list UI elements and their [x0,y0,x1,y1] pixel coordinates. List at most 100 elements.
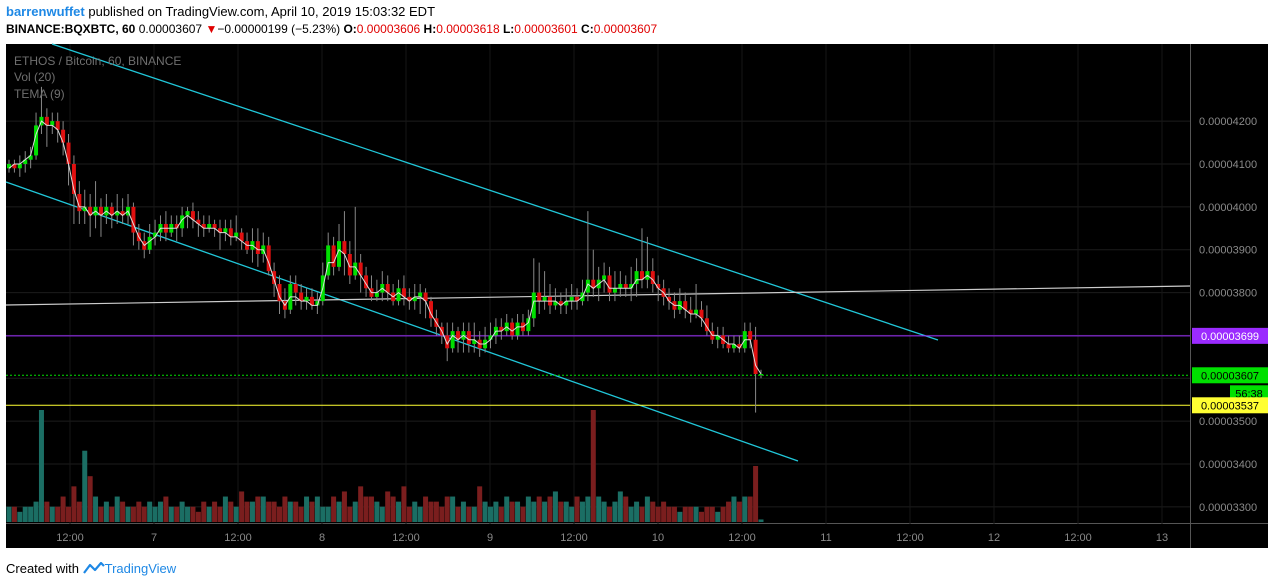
price-tick-label: 0.00004200 [1199,116,1257,128]
candle-body [418,292,423,297]
legend-tema: TEMA (9) [14,87,65,101]
candle-body [234,232,239,237]
volume-bar [185,506,191,522]
volume-bar [239,491,245,522]
volume-bar [347,506,353,522]
volume-bar [688,506,694,522]
candle-body [748,331,753,340]
candle-body [726,344,731,349]
volume-bar [363,496,369,522]
time-axis-bg [6,524,1268,548]
volume-bar [195,511,201,522]
candle-body [212,224,217,229]
volume-bar [720,506,726,522]
volume-bar [671,506,677,522]
channel-lower-line[interactable] [5,181,799,462]
volume-bar [130,506,136,522]
low-label: L: [502,22,515,36]
horizontal-trend-line[interactable] [5,285,1191,306]
volume-bar [439,506,445,522]
candle-body [396,288,401,302]
volume-bar [11,506,17,522]
volume-bar [309,501,315,522]
volume-bar [742,496,748,522]
volume-bar [228,501,234,522]
volume-bar [704,506,710,522]
symbol-name: BINANCE:BQXBTC, 60 [6,22,136,36]
volume-bar [49,506,55,522]
volume-bar [493,501,499,522]
tradingview-brand[interactable]: TradingView [104,561,177,576]
volume-bar [487,506,493,522]
volume-bar [82,450,88,522]
volume-bar [76,501,82,522]
symbol-line: BINANCE:BQXBTC, 60 0.00003607 ▼−0.000001… [6,22,657,36]
footer: Created with TradingView [6,561,176,576]
time-tick-label: 13 [1156,532,1168,544]
volume-bar [120,501,126,522]
price-change: −0.00000199 (−5.23%) [217,22,341,36]
open-label: O: [343,22,357,36]
volume-bar [536,496,542,522]
volume-bar [612,501,618,522]
candle-body [569,296,574,302]
volume-bar [558,501,564,522]
volume-bar [563,501,569,522]
candle-body [488,335,493,340]
candle-body [326,245,331,276]
candle-body [12,164,17,169]
price-tick-label: 0.00003500 [1199,416,1257,428]
volume-bar [179,501,185,522]
change-arrow-icon: ▼ [205,22,218,36]
candle-body [23,159,28,164]
candle-body [190,211,195,220]
volume-bar [617,491,623,522]
candle-body [353,262,358,276]
volume-bar [682,506,688,522]
price-tick-label: 0.00004000 [1199,202,1257,214]
volume-bar [709,506,715,522]
candle-body [510,322,515,336]
volume-bar [661,501,667,522]
volume-bar [314,496,320,522]
channel-upper-line[interactable] [51,43,939,341]
volume-bar [639,506,645,522]
price-tick-label: 0.00003800 [1199,288,1257,300]
candle-body [753,339,758,374]
volume-bar [736,501,742,522]
volume-bar [6,506,12,522]
volume-bar [590,410,596,522]
volume-bar [390,496,396,522]
candle-body [450,331,455,349]
candle-body [445,335,450,349]
volume-bar [634,501,640,522]
open-value: 0.00003606 [356,22,421,36]
volume-bar [607,506,613,522]
yellow-price-text: 0.00003537 [1201,400,1259,412]
volume-bar [753,466,759,522]
volume-bar [190,506,196,522]
candle-body [61,129,66,143]
price-tick-label: 0.00004100 [1199,159,1257,171]
high-label: H: [423,22,437,36]
candle-body [731,344,736,349]
candle-body [82,206,87,212]
volume-bar [552,491,558,522]
candle-body [623,284,628,289]
volume-bar [650,501,656,522]
volume-bar [628,506,634,522]
volume-bar [444,496,450,522]
candle-body [131,206,136,233]
candle-body [466,331,471,344]
volume-bar [460,501,466,522]
author-name[interactable]: barrenwuffet [6,4,85,19]
volume-bar [601,501,607,522]
candle-body [207,224,212,229]
volume-bar [477,486,483,522]
candle-body [542,296,547,302]
candle-body [98,206,103,216]
candle-body [553,301,558,306]
volume-bar [109,506,115,522]
volume-bar [417,506,423,522]
